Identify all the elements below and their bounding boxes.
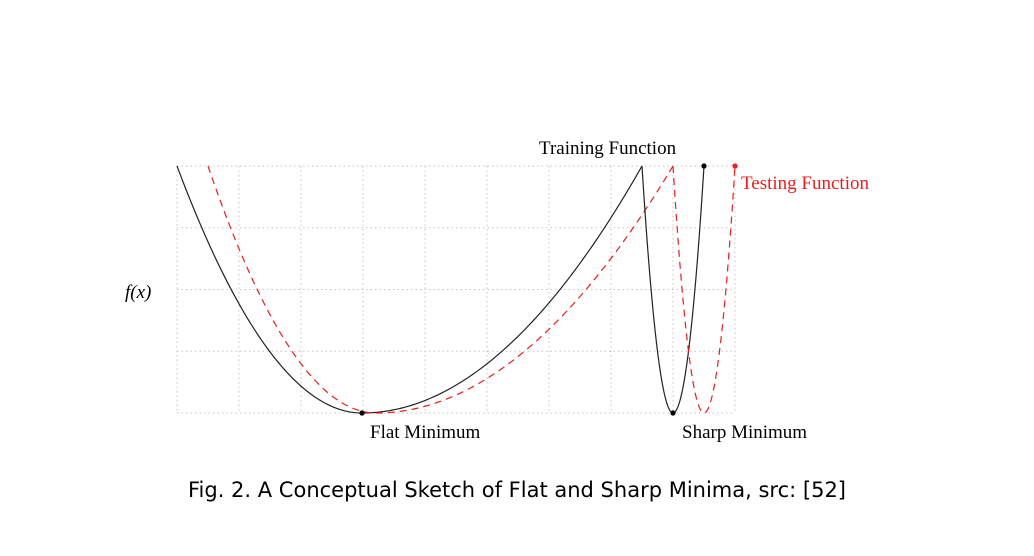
testing-function-sharp-curve [672, 165, 736, 414]
testing-function-label: Testing Function [741, 173, 869, 194]
grid [176, 165, 736, 414]
flat-sharp-minima-chart: Training Function Testing Function f(x) … [125, 138, 869, 443]
sharp-minimum-point [670, 410, 676, 416]
flat-minimum-point [359, 410, 365, 416]
flat-minimum-label: Flat Minimum [370, 422, 481, 443]
training-function-label: Training Function [539, 138, 677, 159]
training-function-flat-curve [176, 165, 643, 414]
testing-function-flat-curve [207, 165, 674, 414]
testing-peak-point [732, 163, 738, 169]
training-peak-point [701, 163, 707, 169]
y-axis-label: f(x) [125, 282, 151, 303]
figure-caption: Fig. 2. A Conceptual Sketch of Flat and … [187, 478, 846, 502]
sharp-minimum-label: Sharp Minimum [682, 422, 807, 443]
